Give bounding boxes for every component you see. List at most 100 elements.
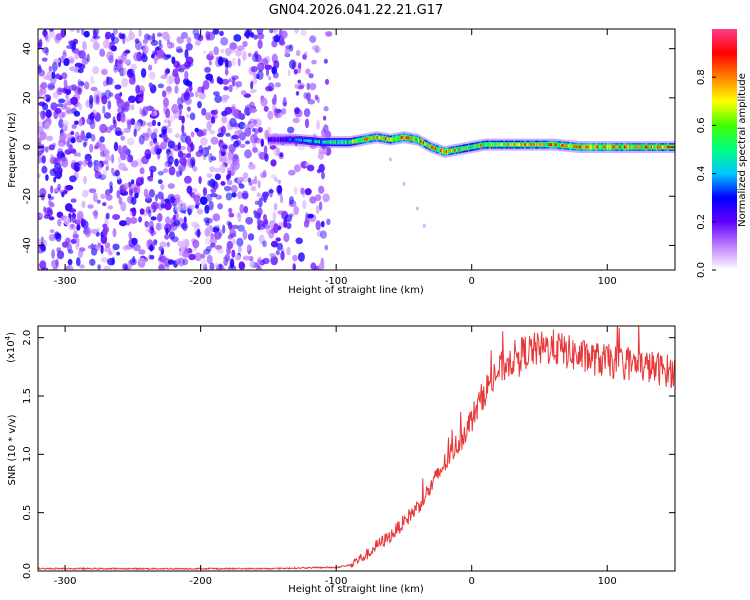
noise-blob	[94, 142, 100, 149]
noise-blob	[159, 241, 167, 248]
trace-core	[510, 143, 512, 147]
noise-blob	[200, 253, 206, 259]
trace-core	[520, 143, 522, 147]
trace-core	[565, 144, 567, 148]
noise-blob	[121, 145, 128, 153]
noise-blob	[174, 133, 180, 139]
noise-blob	[77, 152, 81, 157]
trace-core	[309, 139, 311, 143]
noise-blob	[140, 68, 147, 78]
noise-blob	[273, 94, 277, 103]
noise-blob	[223, 185, 232, 192]
noise-blob	[200, 137, 208, 146]
noise-blob	[256, 265, 262, 270]
noise-blob	[82, 141, 87, 148]
noise-blob	[176, 48, 184, 54]
trace-mid	[442, 148, 444, 154]
trace-core	[486, 143, 488, 147]
noise-blob	[116, 97, 123, 104]
noise-blob	[183, 78, 190, 86]
trace-core	[508, 143, 510, 147]
noise-blob	[86, 53, 90, 63]
noise-blob	[247, 233, 255, 241]
noise-blob	[253, 128, 259, 135]
spectrogram-frame	[37, 28, 676, 271]
noise-blob	[213, 167, 221, 173]
trace-core	[564, 144, 566, 148]
noise-blob	[88, 188, 97, 194]
noise-blob	[41, 165, 48, 174]
trace-core	[458, 147, 460, 151]
noise-blob	[178, 115, 183, 121]
noise-blob	[118, 144, 122, 155]
noise-blob	[270, 240, 279, 248]
trace-mid	[331, 139, 333, 145]
noise-blob	[117, 106, 125, 114]
noise-blob	[178, 108, 182, 116]
noise-blob	[90, 248, 98, 256]
noise-blob	[315, 205, 320, 215]
trace-core	[448, 149, 450, 153]
noise-blob	[103, 112, 112, 119]
noise-blob	[265, 219, 269, 226]
noise-blob	[194, 40, 201, 46]
noise-blob	[228, 212, 235, 218]
trace-mid	[453, 147, 455, 153]
noise-blob	[89, 143, 94, 153]
snr-frame	[37, 325, 676, 572]
noise-blob	[307, 213, 314, 219]
noise-blob	[194, 90, 199, 98]
noise-blob	[279, 152, 283, 158]
trace-mid	[487, 142, 489, 148]
trace-mid	[456, 147, 459, 153]
noise-blob	[61, 72, 68, 80]
noise-blob	[278, 151, 285, 160]
noise-blob	[302, 189, 306, 198]
noise-blob	[272, 71, 279, 79]
colorbar-tick-label: 0.2	[696, 214, 707, 230]
noise-blob	[272, 102, 277, 113]
trace-mid	[589, 144, 592, 150]
noise-blob	[139, 208, 145, 215]
noise-blob	[175, 258, 181, 265]
trace-core	[650, 145, 653, 149]
noise-blob	[287, 69, 291, 77]
trace-mid	[372, 135, 375, 141]
noise-blob	[145, 221, 151, 228]
noise-blob	[150, 146, 157, 155]
noise-blob	[184, 70, 189, 81]
noise-blob	[289, 213, 294, 218]
noise-blob	[129, 217, 138, 224]
trace-core	[519, 143, 521, 147]
noise-blob	[212, 213, 221, 222]
noise-blob	[144, 149, 152, 159]
trace-core	[478, 144, 481, 148]
noise-blob	[130, 63, 137, 71]
noise-blob	[202, 187, 207, 197]
noise-blob	[147, 34, 153, 41]
trace-core	[542, 143, 544, 147]
noise-blob	[62, 140, 69, 145]
noise-blob	[91, 228, 98, 235]
noise-blob	[235, 81, 243, 88]
trace-core	[604, 145, 606, 149]
noise-blob	[214, 231, 222, 240]
trace-mid	[521, 142, 523, 148]
trace-mid	[459, 146, 461, 152]
trace-mid	[476, 143, 478, 149]
noise-blob	[203, 217, 210, 223]
noise-blob	[167, 259, 175, 265]
trace-core	[428, 144, 431, 148]
noise-blob	[288, 44, 294, 52]
noise-blob	[211, 180, 218, 190]
trace-core	[420, 140, 422, 144]
trail-point	[402, 181, 406, 186]
noise-blob	[48, 196, 55, 200]
trace-core	[303, 138, 305, 142]
trace-core	[322, 140, 325, 144]
noise-blob	[177, 164, 186, 172]
trace-core	[384, 137, 387, 141]
trace-core	[290, 138, 293, 142]
noise-blob	[144, 221, 149, 228]
noise-blob	[166, 43, 172, 48]
